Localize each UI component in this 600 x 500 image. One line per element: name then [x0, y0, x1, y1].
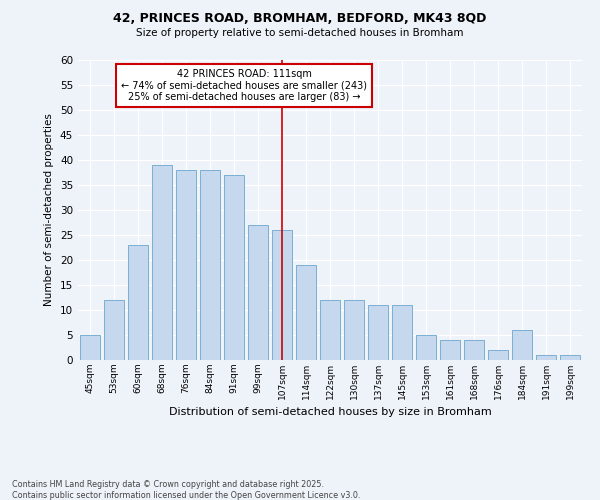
Bar — [536, 355, 556, 360]
Bar — [440, 340, 460, 360]
Bar — [200, 170, 220, 360]
Bar — [368, 305, 388, 360]
X-axis label: Distribution of semi-detached houses by size in Bromham: Distribution of semi-detached houses by … — [169, 408, 491, 418]
Bar — [488, 350, 508, 360]
Y-axis label: Number of semi-detached properties: Number of semi-detached properties — [44, 114, 55, 306]
Bar — [152, 165, 172, 360]
Bar — [464, 340, 484, 360]
Bar — [104, 300, 124, 360]
Bar — [344, 300, 364, 360]
Bar — [248, 225, 268, 360]
Bar — [128, 245, 148, 360]
Bar — [392, 305, 412, 360]
Bar — [512, 330, 532, 360]
Text: Size of property relative to semi-detached houses in Bromham: Size of property relative to semi-detach… — [136, 28, 464, 38]
Bar — [176, 170, 196, 360]
Bar — [224, 175, 244, 360]
Bar — [560, 355, 580, 360]
Text: 42, PRINCES ROAD, BROMHAM, BEDFORD, MK43 8QD: 42, PRINCES ROAD, BROMHAM, BEDFORD, MK43… — [113, 12, 487, 26]
Bar — [296, 265, 316, 360]
Text: Contains HM Land Registry data © Crown copyright and database right 2025.
Contai: Contains HM Land Registry data © Crown c… — [12, 480, 361, 500]
Bar — [80, 335, 100, 360]
Bar — [272, 230, 292, 360]
Bar — [320, 300, 340, 360]
Bar — [416, 335, 436, 360]
Text: 42 PRINCES ROAD: 111sqm
← 74% of semi-detached houses are smaller (243)
25% of s: 42 PRINCES ROAD: 111sqm ← 74% of semi-de… — [121, 69, 367, 102]
